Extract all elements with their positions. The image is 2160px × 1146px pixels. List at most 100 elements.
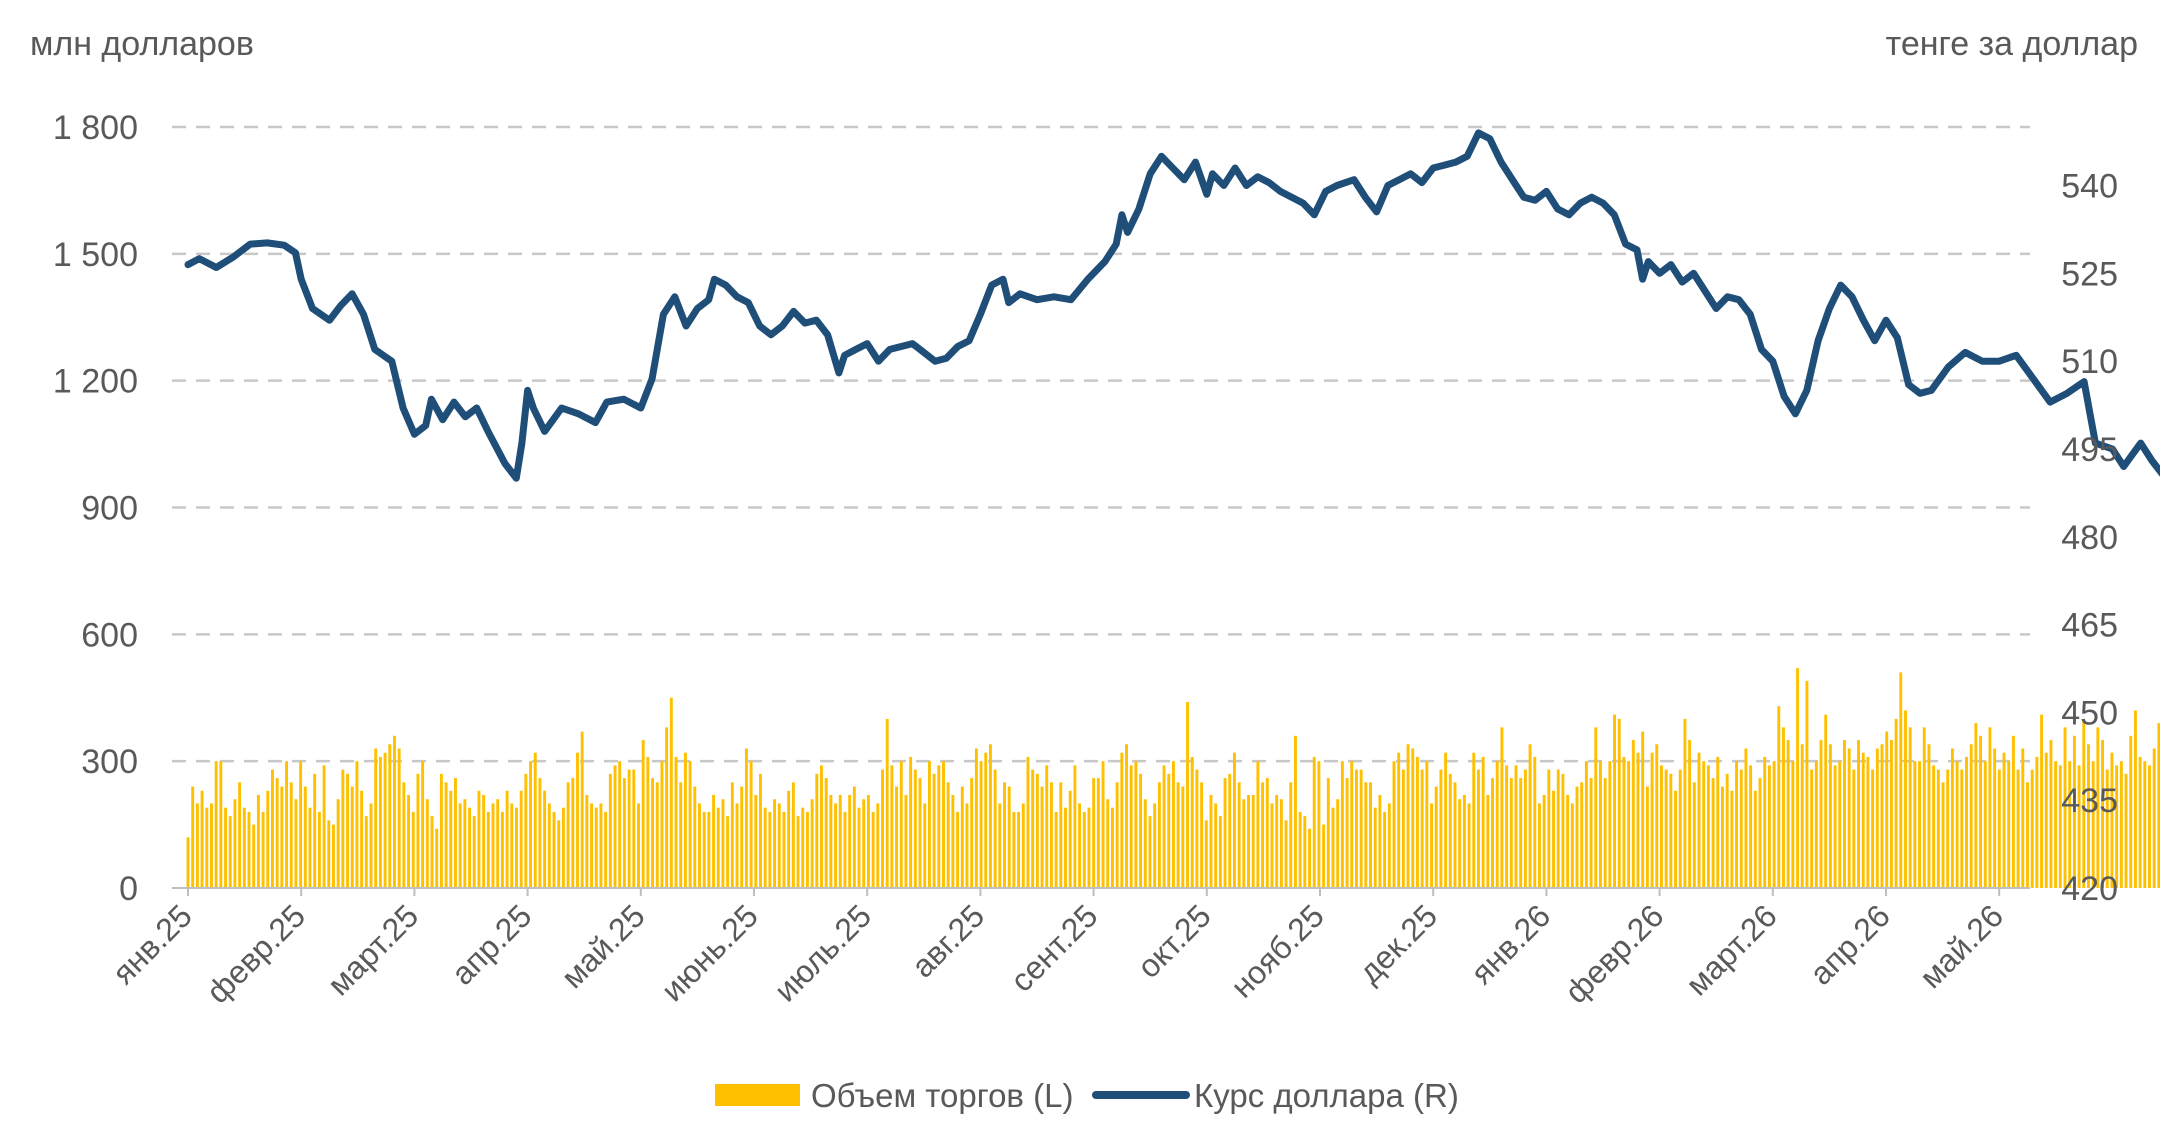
volume-bar <box>1533 756 1537 888</box>
volume-bar <box>1031 769 1035 888</box>
volume-bar <box>796 816 800 888</box>
x-tick-label: апр.26 <box>1803 897 1897 991</box>
volume-bar <box>1021 803 1025 888</box>
volume-bar <box>1190 756 1194 888</box>
volume-bar <box>2072 735 2076 888</box>
volume-bar <box>219 761 223 888</box>
volume-bar <box>1411 748 1415 888</box>
volume-bar <box>829 794 833 888</box>
volume-bar <box>1664 769 1668 888</box>
volume-bar <box>1767 765 1771 888</box>
volume-bar <box>665 727 669 888</box>
volume-bar <box>1979 735 1983 888</box>
volume-bar <box>1129 765 1133 888</box>
volume-bar <box>1453 782 1457 888</box>
volume-bar <box>2119 761 2123 888</box>
volume-bar <box>824 778 828 888</box>
volume-bar <box>200 790 204 888</box>
volume-bar <box>224 807 227 888</box>
volume-bar <box>2115 765 2119 888</box>
volume-bar <box>463 799 467 888</box>
volume-bar <box>1026 756 1030 888</box>
volume-bar <box>1369 782 1372 888</box>
volume-bar <box>1721 786 1724 888</box>
volume-bar <box>1486 794 1490 888</box>
volume-bar <box>346 773 349 888</box>
volume-bar <box>1289 782 1293 888</box>
volume-bar <box>364 816 368 888</box>
volume-bar <box>1847 748 1851 888</box>
volume-bar <box>895 786 899 888</box>
volume-bar <box>430 816 434 888</box>
right-tick-label: 480 <box>2061 519 2118 557</box>
volume-bar <box>256 794 260 888</box>
volume-bar <box>1115 782 1119 888</box>
volume-bar <box>1209 794 1213 888</box>
volume-bar <box>1256 761 1260 888</box>
volume-bar <box>510 803 514 888</box>
volume-bar <box>2087 744 2090 888</box>
volume-bar <box>866 794 870 888</box>
volume-bar <box>1927 744 1931 888</box>
volume-bar <box>1251 794 1255 888</box>
volume-bar <box>1096 778 1100 888</box>
volume-bar <box>815 773 819 888</box>
volume-bar <box>1932 765 1936 888</box>
right-tick-label: 495 <box>2061 431 2118 469</box>
volume-bar <box>1889 740 1893 888</box>
volume-bar <box>322 765 326 888</box>
volume-bar <box>1631 740 1635 888</box>
volume-bar <box>1298 811 1302 888</box>
volume-bar <box>1749 765 1753 888</box>
volume-bar <box>2044 752 2048 888</box>
volume-bar <box>1017 811 1021 888</box>
volume-bar <box>1528 744 1532 888</box>
volume-bar <box>486 811 490 888</box>
left-tick-label: 300 <box>81 743 138 781</box>
right-tick-label: 420 <box>2061 870 2118 908</box>
volume-bar <box>313 773 317 888</box>
volume-bar <box>1993 748 1997 888</box>
volume-bar <box>998 803 1002 888</box>
volume-bar <box>2124 773 2128 888</box>
volume-bar <box>341 769 345 888</box>
volume-bar <box>214 761 218 888</box>
volume-bar <box>1753 790 1757 888</box>
volume-bar <box>1148 816 1152 888</box>
volume-bar <box>1087 807 1091 888</box>
volume-bar <box>749 761 753 888</box>
volume-bar <box>1519 778 1523 888</box>
volume-bar <box>1777 706 1781 888</box>
volume-bar <box>604 811 608 888</box>
volume-bar <box>1819 740 1823 888</box>
volume-bar <box>1904 710 1907 888</box>
volume-bar <box>533 752 537 888</box>
volume-bar <box>378 756 382 888</box>
volume-bar <box>1345 778 1349 888</box>
volume-bar <box>1425 761 1429 888</box>
volume-bar <box>228 816 232 888</box>
bar-layer <box>186 668 2160 888</box>
left-tick-label: 900 <box>81 490 138 528</box>
volume-bar <box>242 807 246 888</box>
right-tick-label: 465 <box>2061 607 2118 645</box>
exchange-rate-line <box>184 129 2160 482</box>
volume-bar <box>1101 761 1105 888</box>
volume-bar <box>1186 701 1189 888</box>
volume-bar <box>1946 769 1950 888</box>
volume-bar <box>726 816 730 888</box>
volume-bar <box>538 778 542 888</box>
volume-bar <box>585 794 589 888</box>
volume-bar <box>1200 782 1204 888</box>
volume-bar <box>1838 761 1842 888</box>
volume-bar <box>1430 803 1433 888</box>
volume-bar <box>1007 786 1011 888</box>
volume-bar <box>1875 748 1879 888</box>
volume-bar <box>1355 769 1358 888</box>
legend-bar-label: Объем торгов (L) <box>811 1077 1073 1114</box>
volume-bar <box>1120 752 1124 888</box>
volume-bar <box>993 769 997 888</box>
volume-bar <box>965 803 969 888</box>
volume-bar <box>1674 790 1677 888</box>
volume-bar <box>740 786 744 888</box>
